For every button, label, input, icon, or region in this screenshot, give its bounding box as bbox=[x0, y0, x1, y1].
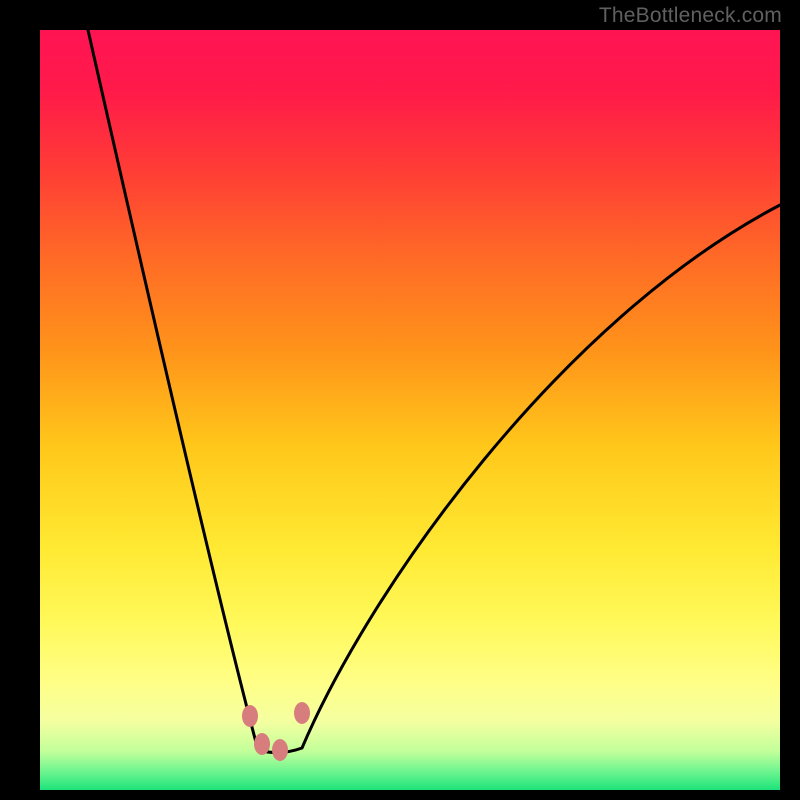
chart-frame: TheBottleneck.com bbox=[0, 0, 800, 800]
plot-area bbox=[40, 30, 780, 790]
valley-marker-2 bbox=[272, 739, 288, 761]
gradient-background bbox=[40, 30, 780, 790]
valley-marker-0 bbox=[242, 705, 258, 727]
chart-svg bbox=[40, 30, 780, 790]
watermark-text: TheBottleneck.com bbox=[599, 4, 782, 28]
valley-marker-3 bbox=[294, 702, 310, 724]
valley-marker-1 bbox=[254, 733, 270, 755]
